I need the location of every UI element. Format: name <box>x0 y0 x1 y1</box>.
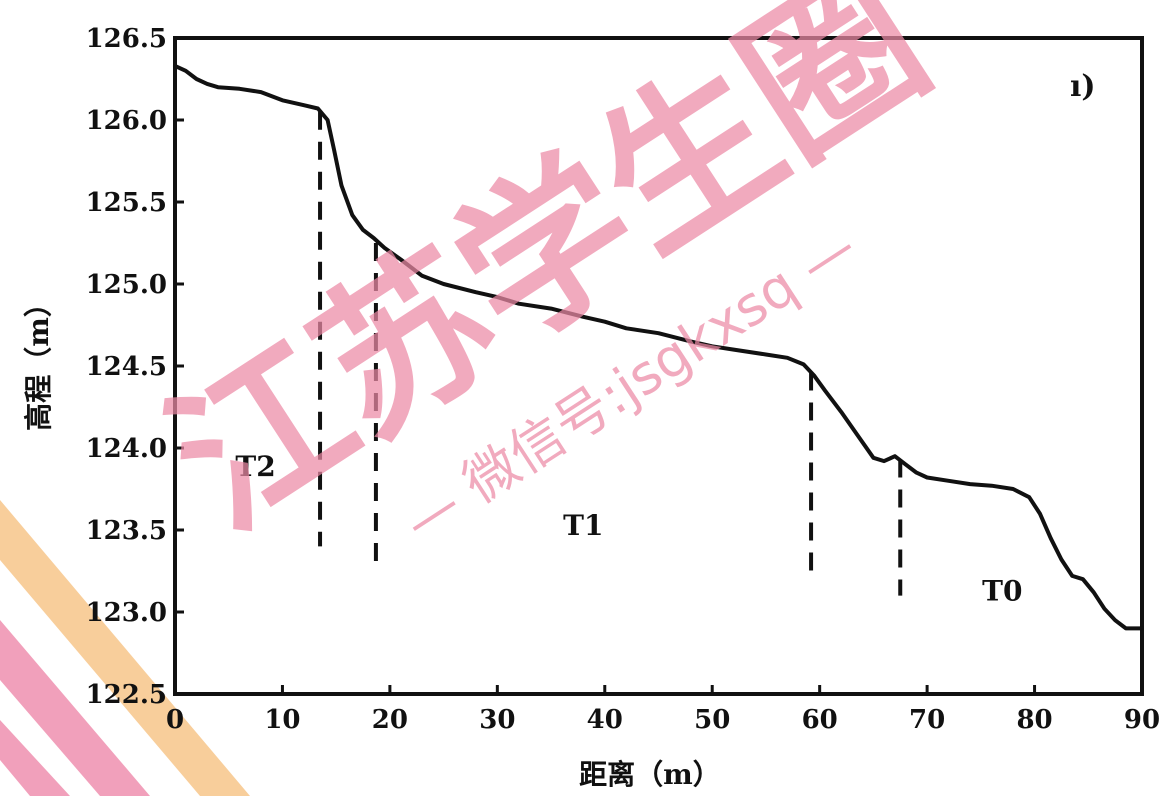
x-tick-label: 70 <box>909 705 945 735</box>
y-tick-label: 123.5 <box>86 516 167 546</box>
corner-stripe-orange <box>0 500 250 796</box>
y-tick-label: 124.5 <box>86 352 167 382</box>
corner-stripe-pink <box>0 720 70 796</box>
terrace-labels: T2 T1 T0 <box>235 450 1022 608</box>
y-tick-label: 126.0 <box>86 106 167 136</box>
x-tick-label: 80 <box>1016 705 1052 735</box>
x-tick-label: 10 <box>264 705 300 735</box>
x-axis-ticks: 0 10 20 30 40 50 60 70 80 90 <box>166 685 1160 735</box>
y-tick-label: 122.5 <box>86 680 167 710</box>
x-axis-title: 距离（m） <box>579 758 721 791</box>
x-tick-label: 20 <box>372 705 408 735</box>
y-axis-title: 高程（m） <box>22 289 55 431</box>
x-tick-label: 50 <box>694 705 730 735</box>
y-tick-label: 123.0 <box>86 598 167 628</box>
terrace-label: T2 <box>235 450 275 483</box>
elevation-profile-line <box>173 63 1144 631</box>
corner-decoration <box>0 500 250 796</box>
y-axis-ticks: 122.5 123.0 123.5 124.0 124.5 125.0 125.5 126.0… <box>86 24 184 710</box>
y-tick-label: 124.0 <box>86 434 167 464</box>
x-tick-label: 40 <box>587 705 623 735</box>
terrace-label: T0 <box>982 575 1022 608</box>
y-tick-label: 126.5 <box>86 24 167 54</box>
x-tick-label: 90 <box>1124 705 1160 735</box>
x-tick-label: 0 <box>166 705 184 735</box>
y-tick-label: 125.5 <box>86 188 167 218</box>
x-tick-label: 30 <box>479 705 515 735</box>
panel-label: ı) <box>1070 69 1096 104</box>
x-tick-label: 60 <box>802 705 838 735</box>
corner-stripe-pink <box>0 620 150 796</box>
watermark: 江苏学生圈 — 微信号:jsgkxsq — <box>138 0 959 566</box>
y-tick-label: 125.0 <box>86 270 167 300</box>
terrace-boundaries <box>318 111 903 596</box>
terrace-label: T1 <box>563 509 603 542</box>
